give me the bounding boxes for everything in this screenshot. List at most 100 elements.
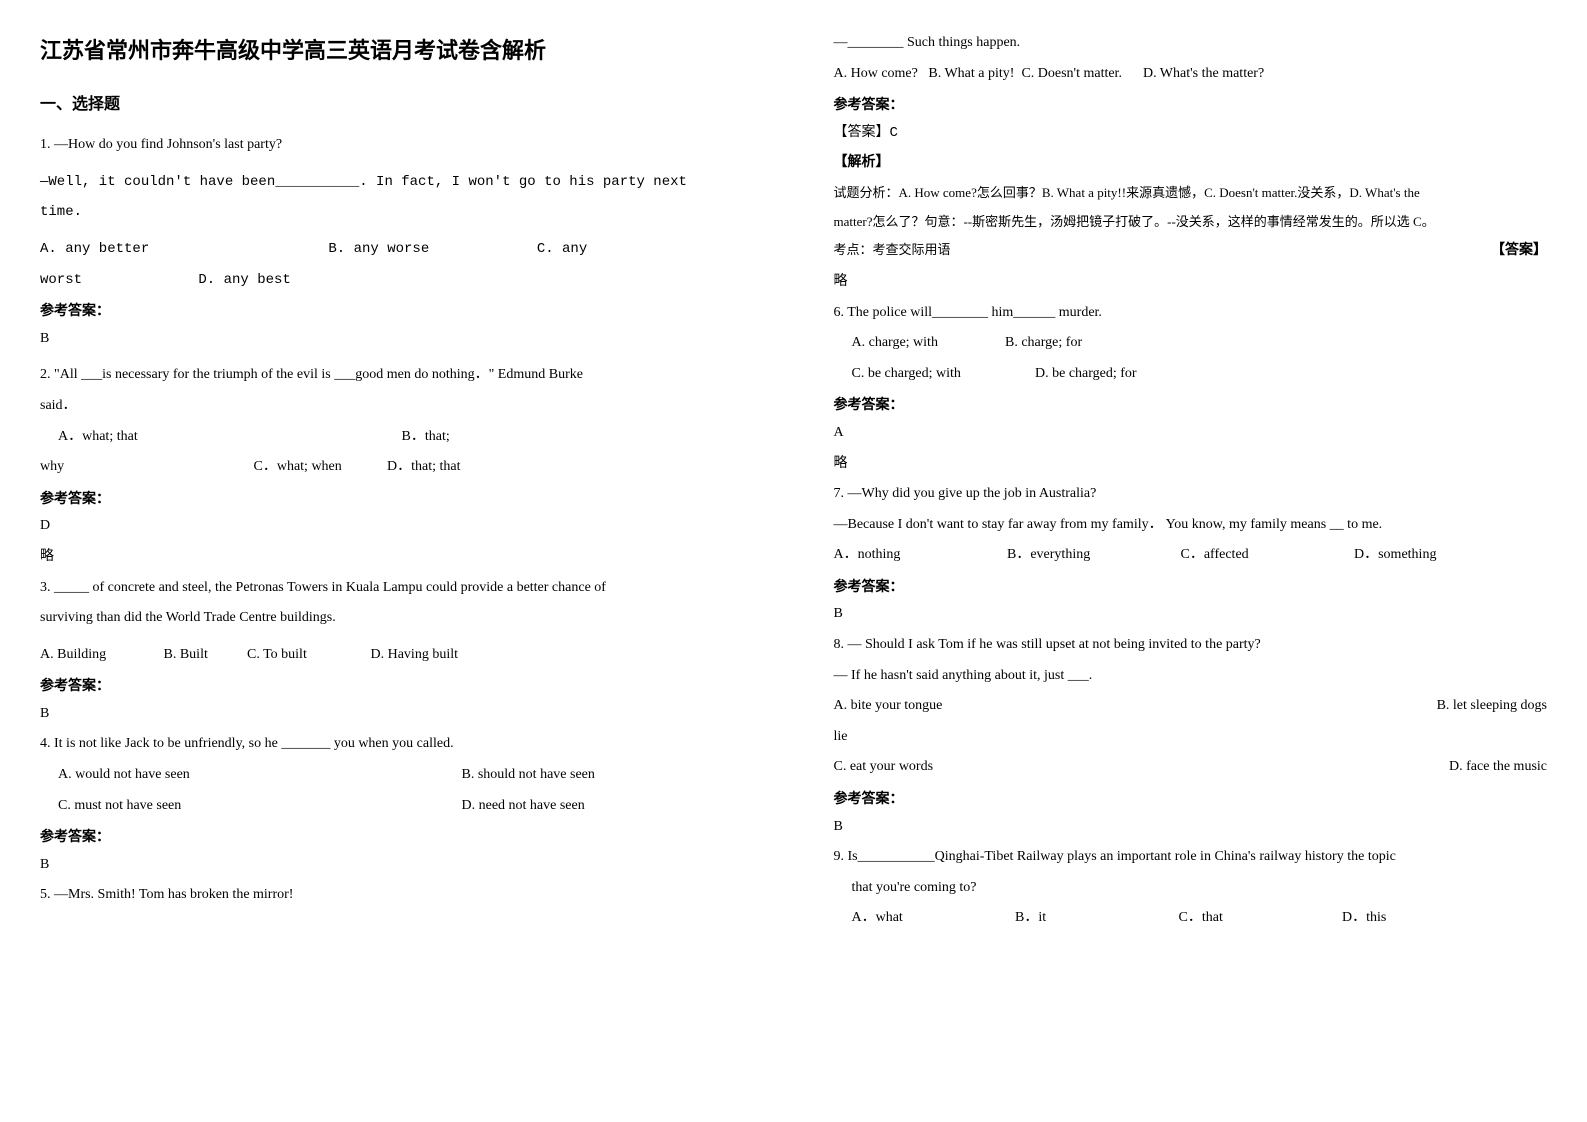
q9-opt-a: A．what: [852, 905, 1012, 932]
q5-opt-c: C. Doesn't matter.: [1021, 66, 1122, 81]
q2-opt-a: A．what; that: [40, 424, 398, 451]
q6-opt-a: A. charge; with: [852, 330, 1002, 357]
q7-opt-b: B．everything: [1007, 542, 1177, 569]
q5-explain-line2: matter?怎么了？句意：--斯密斯先生，汤姆把镜子打破了。--没关系，这样的…: [834, 210, 1548, 235]
q7-stem-line2: —Because I don't want to stay far away f…: [834, 512, 1548, 539]
q3-opt-b: B. Built: [164, 642, 244, 669]
q9-opt-c: C．that: [1179, 905, 1339, 932]
q3-stem-line2: surviving than did the World Trade Centr…: [40, 605, 754, 632]
q1-stem-line1: 1. —How do you find Johnson's last party…: [40, 132, 754, 159]
q8-answer: B: [834, 814, 1548, 841]
q3-stem-line1: 3. _____ of concrete and steel, the Petr…: [40, 575, 754, 602]
q4-opt-a: A. would not have seen: [40, 762, 458, 789]
q2-opt-c: C．what; when: [254, 454, 384, 481]
q6-answer: A: [834, 420, 1548, 447]
q8-stem-line2: — If he hasn't said anything about it, j…: [834, 663, 1548, 690]
q7-answer: B: [834, 601, 1548, 628]
q7-stem-line1: 7. —Why did you give up the job in Austr…: [834, 481, 1548, 508]
q1-options-row1: A. any better B. any worse C. any: [40, 236, 754, 263]
q2-note: 略: [40, 544, 754, 571]
q8-opt-a: A. bite your tongue: [834, 698, 943, 713]
q8-answer-label: 参考答案：: [834, 787, 1548, 814]
q6-opt-c: C. be charged; with: [852, 361, 1032, 388]
q5-point: 考点：考查交际用语: [834, 242, 951, 257]
q6-note: 略: [834, 451, 1548, 478]
q9-options: A．what B．it C．that D．this: [834, 905, 1548, 932]
q3-answer-label: 参考答案：: [40, 674, 754, 701]
q4-stem: 4. It is not like Jack to be unfriendly,…: [40, 731, 754, 758]
q4-opt-d: D. need not have seen: [462, 798, 585, 813]
q1-options-row2: worst D. any best: [40, 267, 754, 294]
section-heading: 一、选择题: [40, 90, 754, 120]
q5-answer-tag: 【答案】C: [834, 120, 1548, 147]
q3-opt-d: D. Having built: [371, 647, 459, 662]
q4-options-row1: A. would not have seen B. should not hav…: [40, 762, 754, 789]
q1-opt-c: C. any: [537, 241, 587, 257]
q1-worst: worst: [40, 267, 190, 294]
q7-opt-c: C．affected: [1181, 542, 1351, 569]
q3-opt-c: C. To built: [247, 642, 367, 669]
q2-why: why: [40, 454, 250, 481]
q9-opt-b: B．it: [1015, 905, 1175, 932]
q4-opt-b: B. should not have seen: [462, 767, 595, 782]
q7-options: A．nothing B．everything C．affected D．some…: [834, 542, 1548, 569]
q4-answer: B: [40, 852, 754, 879]
q5-note: 略: [834, 269, 1548, 296]
q2-opt-d: D．that; that: [387, 459, 461, 474]
left-column: 江苏省常州市奔牛高级中学高三英语月考试卷含解析 一、选择题 1. —How do…: [0, 0, 794, 1122]
q8-opt-c: C. eat your words: [834, 759, 934, 774]
q1-opt-a: A. any better: [40, 236, 320, 263]
q4-answer-label: 参考答案：: [40, 825, 754, 852]
q5-badge: 【答案】: [1491, 238, 1547, 265]
page-root: 江苏省常州市奔牛高级中学高三英语月考试卷含解析 一、选择题 1. —How do…: [0, 0, 1587, 1122]
q2-answer-label: 参考答案：: [40, 487, 754, 514]
q5-opt-d: D. What's the matter?: [1143, 66, 1264, 81]
q3-opt-a: A. Building: [40, 642, 160, 669]
q2-options-row2: why C．what; when D．that; that: [40, 454, 754, 481]
q9-stem-line1: 9. Is___________Qinghai-Tibet Railway pl…: [834, 844, 1548, 871]
q5-opt-b: B. What a pity!: [928, 66, 1014, 81]
q5-stem: 5. —Mrs. Smith! Tom has broken the mirro…: [40, 882, 754, 909]
q7-opt-d: D．something: [1354, 547, 1436, 562]
q8-stem-line1: 8. — Should I ask Tom if he was still up…: [834, 632, 1548, 659]
q9-opt-d: D．this: [1342, 910, 1386, 925]
q4-options-row2: C. must not have seen D. need not have s…: [40, 793, 754, 820]
q2-answer: D: [40, 513, 754, 540]
document-title: 江苏省常州市奔牛高级中学高三英语月考试卷含解析: [40, 30, 754, 72]
q1-answer: B: [40, 326, 754, 353]
q5-explain-tag: 【解析】: [834, 150, 1548, 177]
q6-options-row1: A. charge; with B. charge; for: [834, 330, 1548, 357]
q1-opt-b: B. any worse: [328, 236, 528, 263]
q1-stem-line3: time.: [40, 199, 754, 226]
q7-answer-label: 参考答案：: [834, 575, 1548, 602]
q6-opt-b: B. charge; for: [1005, 335, 1082, 350]
q6-opt-d: D. be charged; for: [1035, 366, 1137, 381]
q3-options: A. Building B. Built C. To built D. Havi…: [40, 642, 754, 669]
q8-lie: lie: [834, 724, 1548, 751]
q8-row1: A. bite your tongue B. let sleeping dogs: [834, 693, 1548, 720]
q8-row2: C. eat your words D. face the music: [834, 754, 1548, 781]
q1-opt-d: D. any best: [198, 272, 290, 288]
q4-opt-c: C. must not have seen: [40, 793, 458, 820]
q5-answer-label: 参考答案：: [834, 93, 1548, 120]
q1-stem-line2: —Well, it couldn't have been__________. …: [40, 169, 754, 196]
q5-options: A. How come? B. What a pity! C. Doesn't …: [834, 61, 1548, 88]
q2-opt-b: B．that;: [402, 429, 450, 444]
q9-stem-line2: that you're coming to?: [834, 875, 1548, 902]
q5-reply: —________ Such things happen.: [834, 30, 1548, 57]
q2-options-row1: A．what; that B．that;: [40, 424, 754, 451]
q2-stem-line2: said．: [40, 393, 754, 420]
q5-point-row: 考点：考查交际用语 【答案】: [834, 238, 1548, 265]
q5-explain-line1: 试题分析：A. How come?怎么回事？B. What a pity!!来源…: [834, 181, 1548, 206]
q1-answer-label: 参考答案：: [40, 299, 754, 326]
q8-opt-d: D. face the music: [1449, 754, 1547, 781]
q5-opt-a: A. How come?: [834, 66, 918, 81]
q6-options-row2: C. be charged; with D. be charged; for: [834, 361, 1548, 388]
q2-stem-line1: 2. "All ___is necessary for the triumph …: [40, 362, 754, 389]
q8-opt-b: B. let sleeping dogs: [1437, 693, 1547, 720]
q6-answer-label: 参考答案：: [834, 393, 1548, 420]
q3-answer: B: [40, 701, 754, 728]
right-column: —________ Such things happen. A. How com…: [794, 0, 1587, 1122]
q7-opt-a: A．nothing: [834, 542, 1004, 569]
q6-stem: 6. The police will________ him______ mur…: [834, 300, 1548, 327]
